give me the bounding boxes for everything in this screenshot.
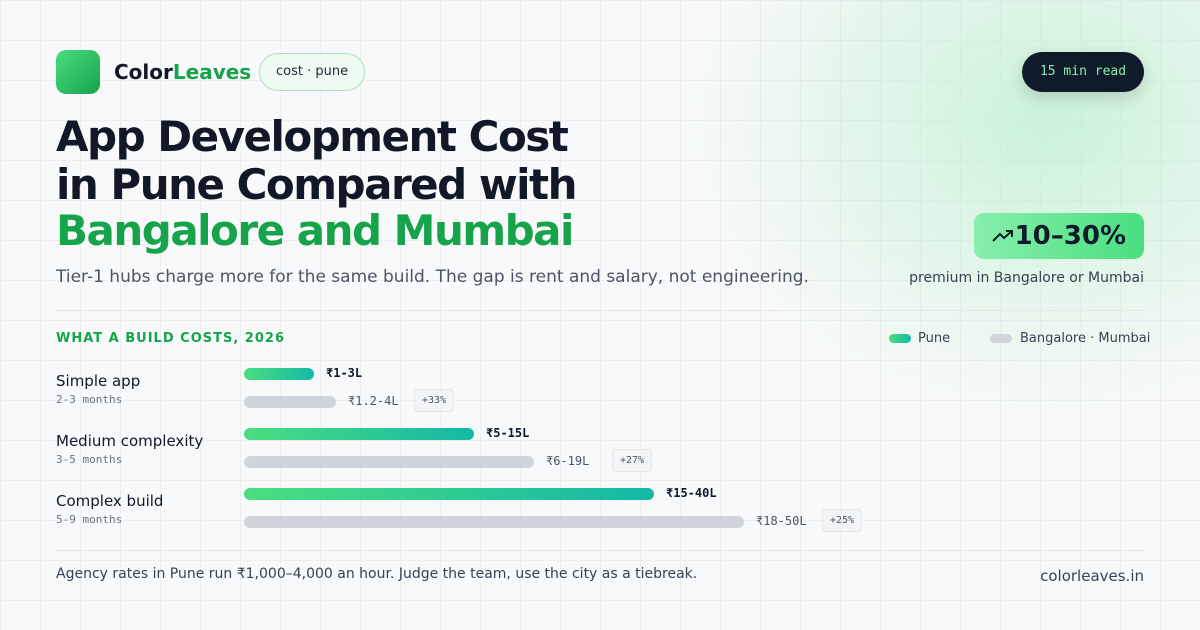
section-label: WHAT A BUILD COSTS, 2026 [56,331,285,346]
trend-icon [992,230,1013,242]
tier1-range: ₹6-19L [546,454,590,468]
pune-range: ₹5-15L [486,426,530,440]
legend-swatch [889,334,911,343]
pune-bar [244,368,314,380]
tier1-range: ₹18-50L [756,514,807,528]
brand-part: Color [114,60,173,84]
legend-swatch [990,334,1012,343]
title: App Development Cost [56,112,569,161]
divider [56,550,1144,551]
stat-value: 10–30% [1014,221,1126,251]
pune-bar [244,428,474,440]
pune-range: ₹1-3L [326,366,363,380]
row-name: Medium complexity [56,432,204,450]
premium-pill: +25% [822,509,863,532]
brand[interactable]: ColorLeaves [114,60,251,84]
subtitle: Tier-1 hubs charge more for the same bui… [56,267,809,287]
premium-pill: +33% [414,389,455,412]
row-duration: 5-9 months [56,513,123,526]
tag: cost · pune [259,53,366,91]
pune-bar [244,488,654,500]
title: Bangalore and Mumbai [56,206,574,255]
read-time: 15 min read [1022,52,1144,92]
legend-label: Pune [918,331,951,346]
tier1-range: ₹1.2-4L [348,394,399,408]
tier1-bar [244,396,336,408]
row-duration: 3-5 months [56,453,123,466]
premium-pill: +27% [612,449,653,472]
row-name: Complex build [56,492,164,510]
stat-caption: premium in Bangalore or Mumbai [909,270,1144,286]
stat: 10–30% [974,213,1144,259]
tier1-bar [244,456,534,468]
row-name: Simple app [56,372,141,390]
tier1-bar [244,516,744,528]
pune-range: ₹15-40L [666,486,717,500]
divider [56,310,1144,311]
site-link[interactable]: colorleaves.in [1040,567,1144,585]
row-duration: 2-3 months [56,393,123,406]
title: in Pune Compared with [56,160,578,209]
brand-part: Leaves [172,60,252,84]
footer-note: Agency rates in Pune run ₹1,000–4,000 an… [56,566,698,582]
logo [56,50,100,94]
legend-label: Bangalore · Mumbai [1020,331,1151,346]
